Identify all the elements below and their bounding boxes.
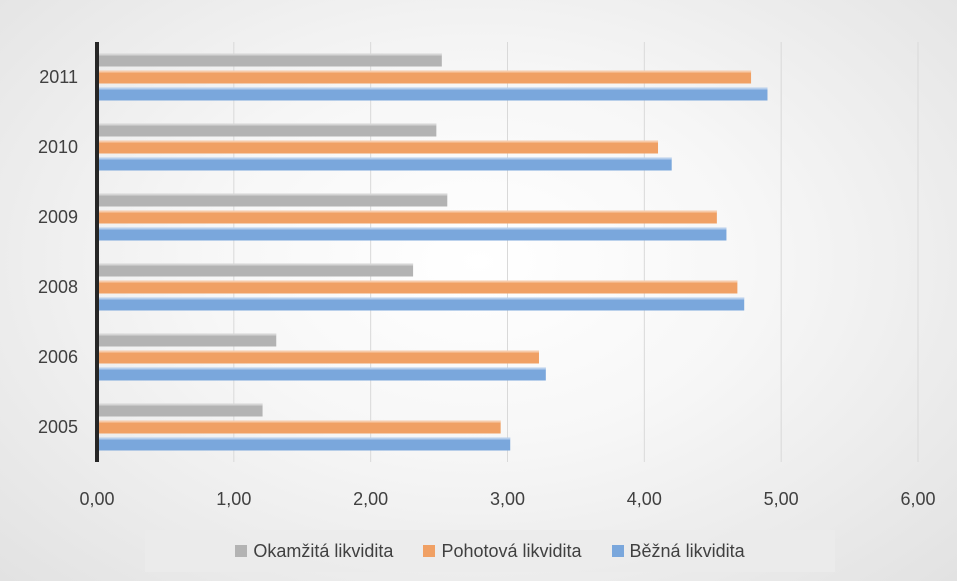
bar [97, 70, 752, 84]
legend-label-pohotova: Pohotová likvidita [441, 540, 582, 561]
bar [97, 350, 539, 364]
legend-swatch-pohotova [423, 545, 436, 557]
legend-item-pohotova: Pohotová likvidita [423, 540, 582, 562]
bar-highlight [97, 70, 752, 73]
x-tick-label: 3,00 [490, 489, 525, 509]
bar [97, 227, 727, 241]
bar [97, 123, 437, 137]
y-tick-label: 2009 [38, 207, 78, 227]
bar-highlight [97, 367, 546, 370]
bar-highlight [97, 123, 437, 126]
bar [97, 333, 277, 347]
bar-highlight [97, 297, 745, 300]
bar [97, 420, 501, 434]
bar-highlight [97, 263, 414, 266]
y-tick-label: 2005 [38, 417, 78, 437]
bar-highlight [97, 420, 501, 423]
bar-highlight [97, 403, 263, 406]
bar-highlight [97, 53, 442, 56]
y-tick-label: 2008 [38, 277, 78, 297]
bar [97, 280, 738, 294]
y-tick-label: 2010 [38, 137, 78, 157]
bar-highlight [97, 157, 672, 160]
bar-highlight [97, 350, 539, 353]
x-tick-label: 5,00 [764, 489, 799, 509]
bar [97, 367, 546, 381]
bar [97, 87, 768, 101]
bar [97, 297, 745, 311]
legend: Okamžitá likvidita Pohotová likvidita Bě… [145, 530, 835, 572]
y-tick-label: 2011 [39, 67, 78, 87]
bar-highlight [97, 333, 277, 336]
bar [97, 53, 442, 67]
bar [97, 140, 659, 154]
bar-highlight [97, 280, 738, 283]
bar [97, 193, 448, 207]
legend-item-bezna: Běžná likvidita [611, 540, 745, 562]
bar [97, 157, 672, 171]
bar-highlight [97, 87, 768, 90]
x-tick-label: 0,00 [79, 489, 114, 509]
legend-label-okamzita: Okamžitá likvidita [253, 540, 394, 561]
bar [97, 263, 414, 277]
x-tick-label: 1,00 [216, 489, 251, 509]
bar [97, 210, 717, 224]
bar-highlight [97, 227, 727, 230]
x-tick-label: 2,00 [353, 489, 388, 509]
legend-label-bezna: Běžná likvidita [629, 540, 745, 561]
bar-highlight [97, 210, 717, 213]
legend-item-okamzita: Okamžitá likvidita [235, 541, 393, 562]
bar-highlight [97, 140, 659, 143]
x-tick-label: 4,00 [627, 489, 662, 509]
y-tick-label: 2006 [38, 347, 78, 367]
bar-highlight [97, 193, 448, 196]
bar [97, 403, 263, 417]
x-tick-label: 6,00 [900, 489, 935, 509]
bar-highlight [97, 437, 511, 440]
legend-swatch-bezna [611, 545, 624, 557]
legend-swatch-okamzita [235, 545, 248, 557]
bar [97, 437, 511, 451]
